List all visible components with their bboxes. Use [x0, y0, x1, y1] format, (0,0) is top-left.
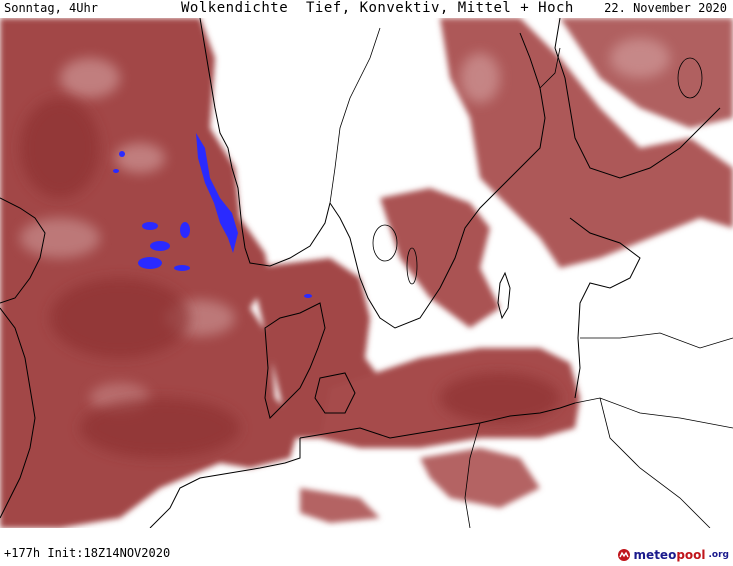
coast-norway: [199, 18, 331, 267]
forecast-time-label: Sonntag, 4Uhr: [4, 1, 98, 15]
precip-norway-coast: [196, 133, 238, 253]
run-info: +177h Init:18Z14NOV2020: [4, 546, 171, 560]
precip-cell: [150, 241, 170, 251]
border-baltic-inner: [580, 332, 733, 349]
precip-cell: [180, 222, 190, 238]
coastlines: [0, 18, 721, 528]
coast-baltic-states: [569, 217, 641, 399]
border-belarus: [599, 397, 711, 528]
border-poland-germany: [464, 422, 481, 528]
lakes: [372, 57, 703, 285]
coast-scotland: [0, 197, 46, 304]
precip-cell: [138, 257, 162, 269]
coast-gotland: [497, 271, 511, 320]
border-norway-sweden: [329, 27, 381, 204]
border-east: [574, 397, 733, 429]
logo-icon: [617, 549, 630, 561]
coast-sweden: [329, 32, 546, 329]
logo-text-org: .org: [708, 550, 729, 560]
cloud-area-poland: [420, 448, 540, 508]
precip-cell: [113, 169, 119, 173]
precip-cell: [174, 265, 190, 271]
coast-finland: [554, 18, 721, 179]
border-sweden-finland: [539, 47, 561, 89]
cloud-density-map: [0, 18, 733, 528]
logo-text-pool: pool: [676, 548, 706, 562]
cloud-light-patches: [20, 38, 670, 413]
cloud-area-south: [300, 488, 380, 523]
lake-vanern: [372, 224, 398, 262]
borders: [329, 27, 733, 528]
precip-cell: [142, 222, 158, 230]
cloud-area-sweden: [380, 188, 500, 328]
cloud-dense-cores: [20, 98, 560, 458]
coast-zealand: [314, 372, 356, 414]
precipitation: [113, 133, 312, 298]
meteopool-logo[interactable]: meteo pool .org: [617, 548, 729, 562]
coast-baltic-south: [299, 402, 576, 439]
coast-denmark: [264, 302, 326, 419]
coast-uk-east: [0, 307, 36, 519]
lake-vattern: [406, 247, 418, 285]
precip-cell: [304, 294, 312, 298]
forecast-date: 22. November 2020: [604, 1, 727, 15]
lake-ladoga: [677, 57, 703, 99]
precip-cell: [119, 151, 125, 157]
coast-north-sea-south: [149, 438, 301, 528]
logo-text-meteo: meteo: [633, 548, 677, 562]
map-title: Wolkendichte Tief, Konvektiv, Mittel + H…: [181, 0, 574, 16]
cloud-area-finland: [440, 18, 733, 268]
